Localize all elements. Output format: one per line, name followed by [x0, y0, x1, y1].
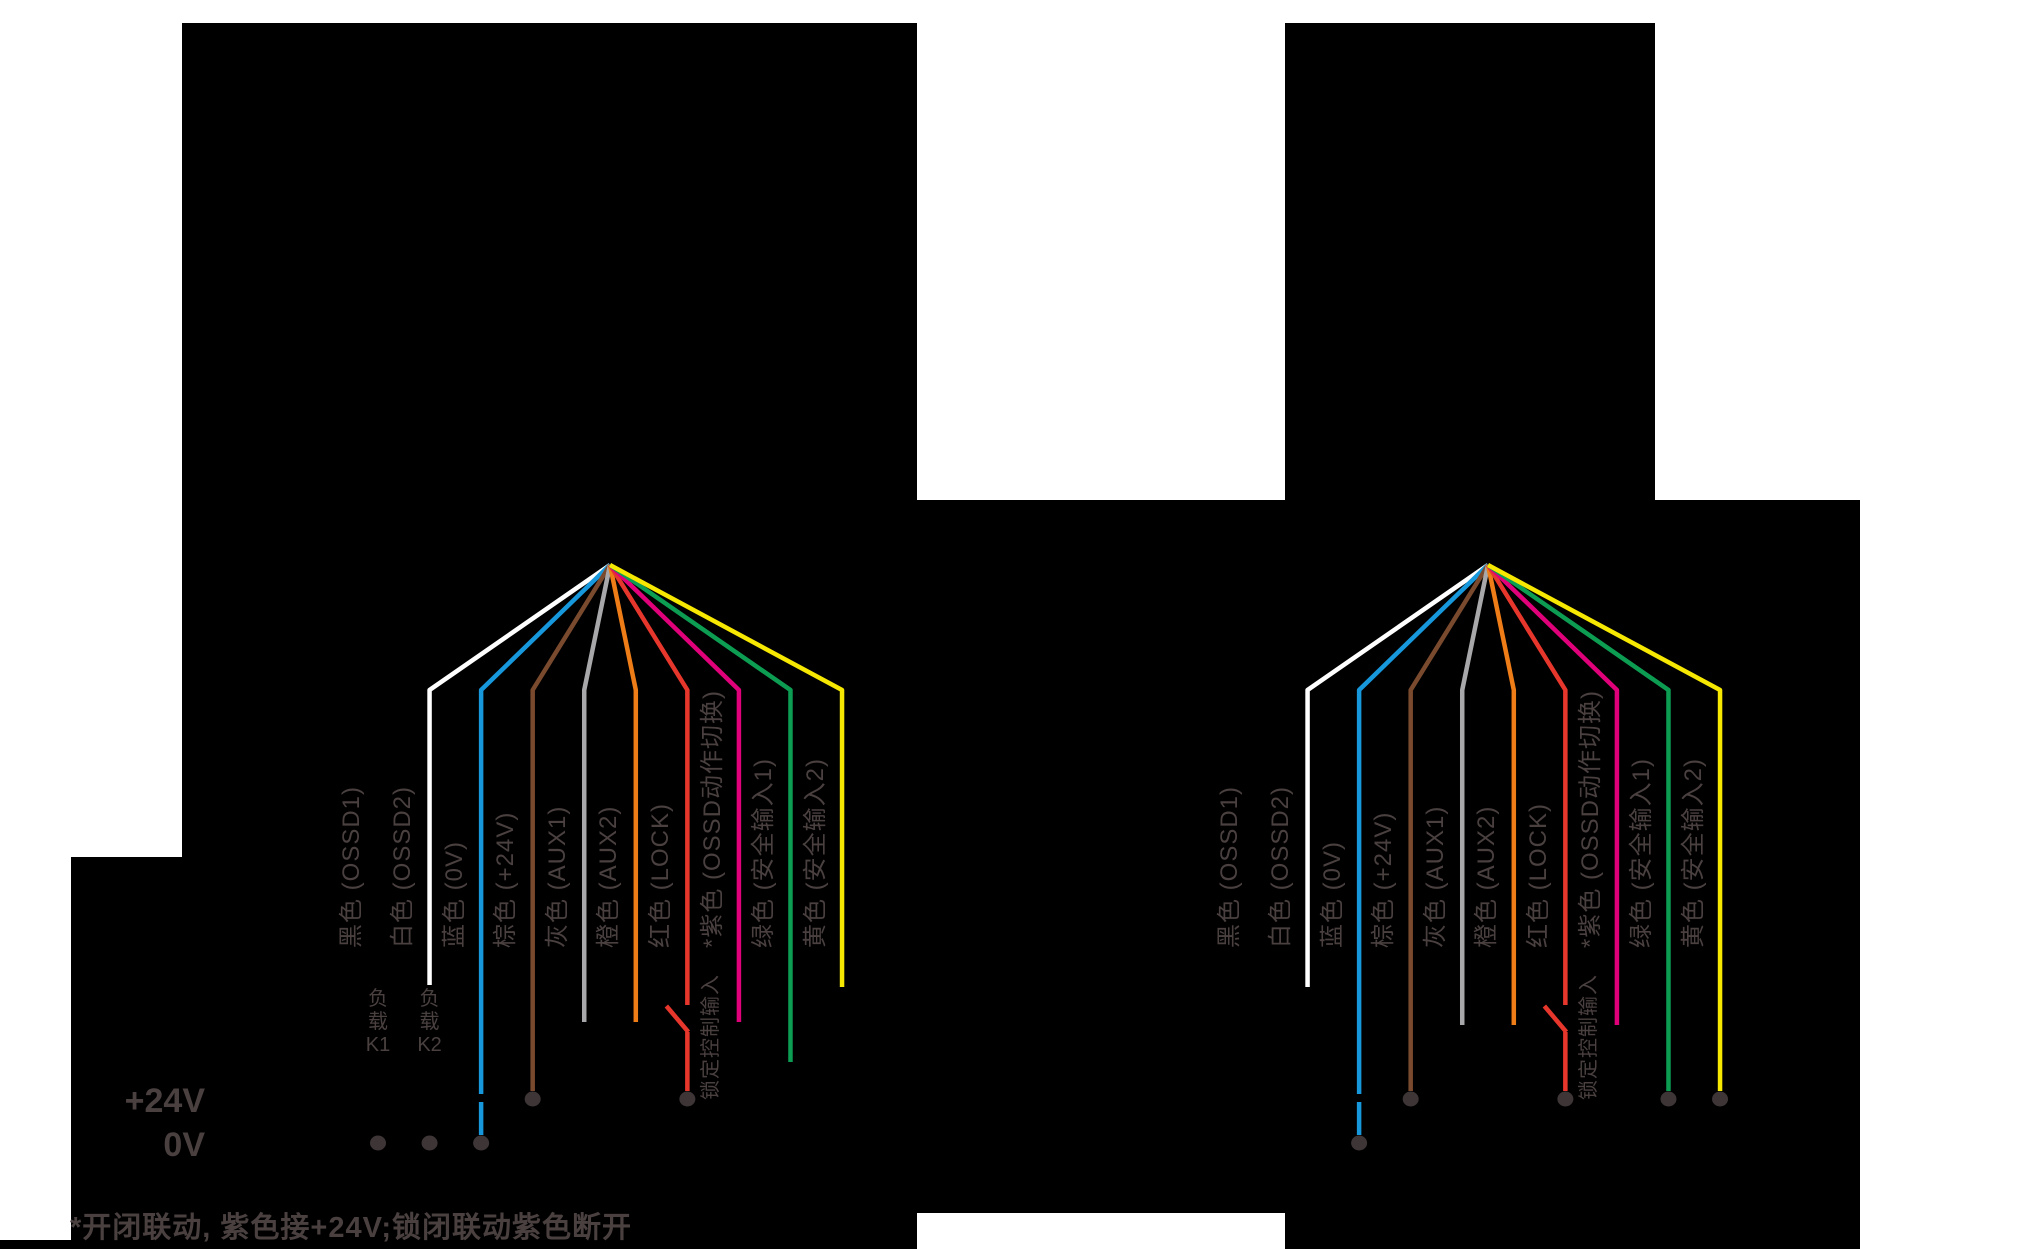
left-dot-24v-red — [679, 1091, 696, 1107]
right-label-white: 白色 (OSSD2) — [1267, 785, 1295, 948]
left-label-black: 黑色 (OSSD1) — [337, 785, 365, 948]
left-load-k1-label: 负载 K1 — [365, 988, 391, 1056]
footnote-purple-wire-note: *开闭联动, 紫色接+24V;锁闭联动紫色断开 — [70, 1212, 632, 1244]
right-wire-yellow — [1486, 563, 1723, 1091]
right-label-blue: 蓝色 (0V) — [1318, 840, 1346, 948]
power-rail-24v-label: +24V — [124, 1082, 205, 1120]
left-label-red: 红色 (LOCK) — [646, 802, 674, 948]
left-label-yellow: 黄色 (安全输入2) — [801, 758, 829, 948]
white-region-left-column — [0, 23, 182, 857]
left-wire-brown — [530, 563, 612, 1091]
right-wire-red-upper — [1486, 563, 1568, 1005]
white-region-top-band — [0, 0, 2020, 23]
left-label-brown: 棕色 (+24V) — [492, 811, 520, 948]
right-lock-control-input-label: 锁定控制输入 — [1578, 974, 1601, 1100]
left-wire-gray — [581, 564, 613, 1022]
right-dot-24v-green — [1660, 1091, 1677, 1107]
left-wire-orange — [607, 564, 639, 1022]
left-wire-red-switch-blade — [664, 1004, 691, 1034]
left-wire-green — [608, 563, 793, 1062]
left-dot-24v-brown — [524, 1091, 541, 1107]
right-wire-purple — [1486, 563, 1620, 1025]
right-label-orange: 橙色 (AUX2) — [1473, 805, 1501, 948]
right-wire-white — [1305, 563, 1490, 987]
left-wire-purple — [608, 563, 742, 1022]
right-label-gray: 灰色 (AUX1) — [1421, 805, 1449, 948]
left-label-blue: 蓝色 (0V) — [440, 840, 468, 948]
left-lock-control-input-label: 锁定控制输入 — [700, 974, 723, 1100]
left-wire-white — [427, 563, 612, 985]
right-dot-24v-yellow — [1712, 1091, 1729, 1107]
right-label-green: 绿色 (安全输入1) — [1628, 758, 1656, 948]
left-wire-red-upper — [608, 563, 690, 1005]
left-label-white: 白色 (OSSD2) — [389, 785, 417, 948]
white-region-middle-channel — [917, 23, 1285, 500]
right-wire-green — [1486, 563, 1671, 1091]
right-label-brown: 棕色 (+24V) — [1370, 811, 1398, 948]
left-dot-0v-white — [421, 1135, 438, 1151]
left-label-purple: *紫色 (OSSD动作切换) — [698, 689, 726, 948]
right-dot-0v-blue — [1351, 1135, 1368, 1151]
right-label-black: 黑色 (OSSD1) — [1215, 785, 1243, 948]
left-label-green: 绿色 (安全输入1) — [750, 758, 778, 948]
left-label-gray: 灰色 (AUX1) — [543, 805, 571, 948]
white-region-left-narrow-column — [0, 857, 71, 1240]
right-wire-brown — [1408, 563, 1490, 1091]
power-rail-0v-label: 0V — [163, 1126, 205, 1164]
left-wire-yellow — [608, 563, 845, 987]
right-label-red: 红色 (LOCK) — [1524, 802, 1552, 948]
right-wire-blue-upper — [1356, 563, 1490, 1094]
left-label-orange: 橙色 (AUX2) — [595, 805, 623, 948]
right-dot-24v-brown — [1402, 1091, 1419, 1107]
left-dot-0v-black — [370, 1135, 386, 1151]
left-dot-0v-blue — [473, 1135, 490, 1151]
left-wire-blue-upper — [478, 563, 612, 1094]
white-region-right-column — [1655, 23, 2020, 500]
right-dot-24v-red — [1557, 1091, 1574, 1107]
right-label-purple: *紫色 (OSSD动作切换) — [1576, 689, 1604, 948]
white-region-bottom-middle-bar — [917, 1213, 1285, 1249]
right-label-yellow: 黄色 (安全输入2) — [1679, 758, 1707, 948]
right-wire-red-switch-blade — [1542, 1004, 1569, 1034]
white-region-right-lower-column — [1860, 500, 2020, 1249]
right-wire-orange — [1485, 564, 1517, 1025]
left-load-k2-label: 负载 K2 — [417, 988, 442, 1056]
right-wire-gray — [1459, 564, 1491, 1025]
